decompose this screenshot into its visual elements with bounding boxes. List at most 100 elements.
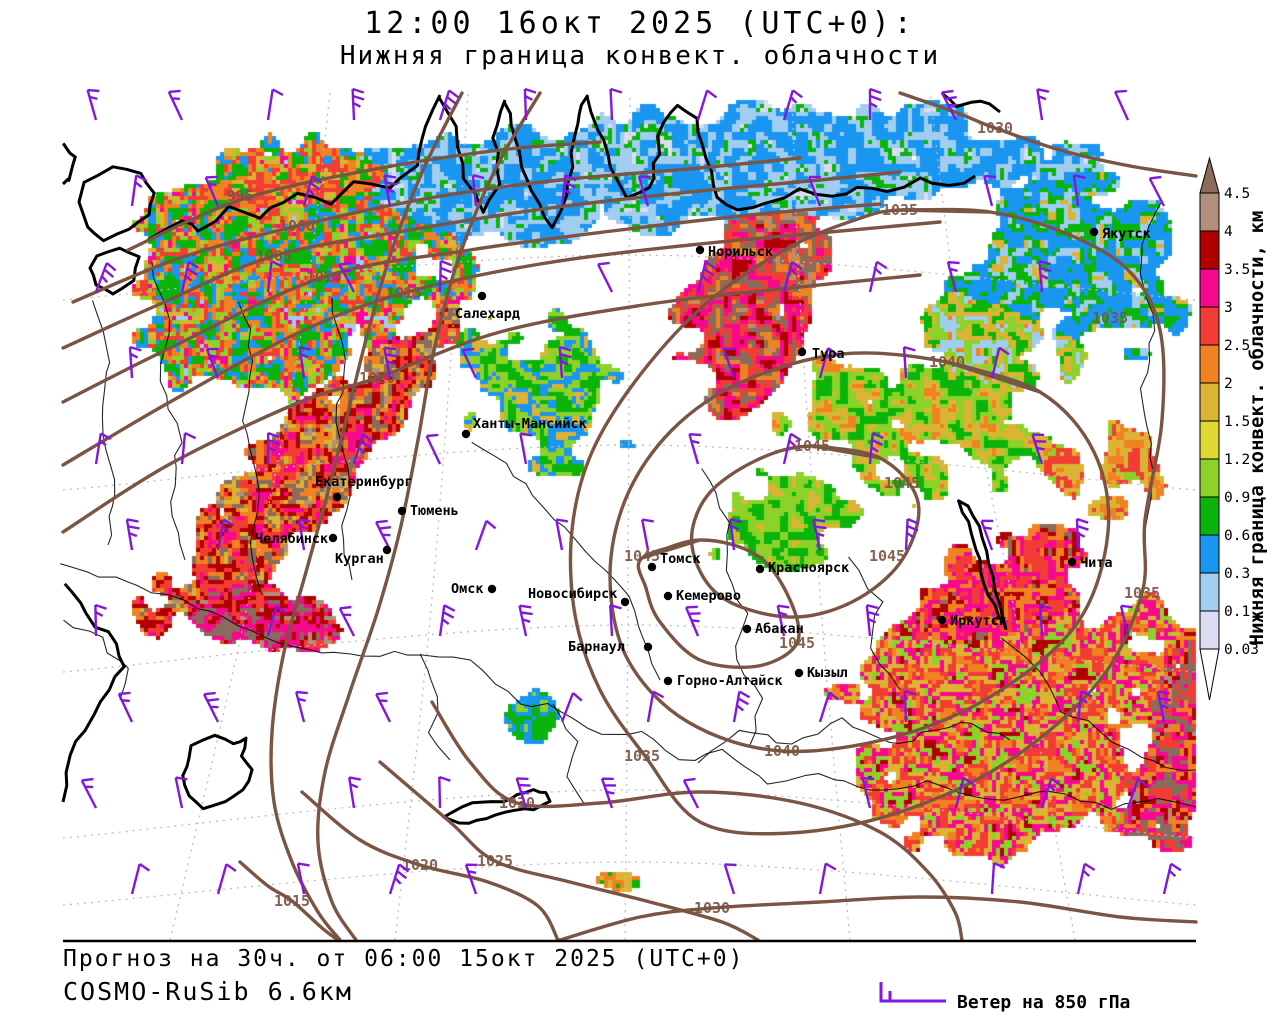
isobar-lines — [61, 91, 1198, 942]
city-dot — [397, 506, 407, 516]
colorbar-segment — [1199, 458, 1220, 498]
isobar-label: 1035 — [1092, 309, 1128, 327]
wind-barb — [266, 88, 284, 121]
graticule-line — [62, 254, 1197, 301]
city-label: Новосибирск — [528, 586, 617, 602]
city-label: Якутск — [1102, 226, 1151, 242]
border-line — [237, 301, 263, 596]
wind-barb — [94, 603, 107, 637]
wind-barb — [167, 89, 184, 121]
isobar-line — [316, 91, 542, 942]
isobar-label: 1045 — [779, 634, 815, 652]
city-label: Кызыл — [807, 665, 848, 681]
city-label: Ханты-Мансийск — [473, 416, 587, 432]
wind-barb — [266, 431, 280, 465]
wind-barb — [861, 776, 875, 809]
wind-barb — [868, 87, 882, 120]
wind-barb — [560, 174, 577, 207]
title-parameter: Нижняя граница конвект. облачности — [339, 41, 941, 71]
graticule-line — [624, 92, 631, 941]
wind-barb — [865, 604, 880, 637]
wind-barb — [646, 690, 665, 723]
wind-barb — [203, 691, 220, 723]
wind-barb — [1156, 690, 1172, 723]
wind-barb — [375, 519, 392, 551]
wind-barb — [471, 174, 485, 207]
wind-barb — [600, 777, 616, 809]
colorbar-tick-label: 3 — [1224, 300, 1233, 316]
colorbar-tick-label: 3.5 — [1224, 262, 1250, 278]
wind-barb — [86, 88, 100, 121]
colorbar-tick-label: 1.2 — [1224, 452, 1250, 468]
isobar-label: 1030 — [499, 794, 535, 812]
wind-barb — [990, 862, 1006, 895]
wind-barb — [637, 175, 651, 207]
lake-outline — [957, 499, 1008, 630]
lake-outline — [181, 733, 254, 811]
city-dot — [477, 291, 487, 301]
isobar-label: 1040 — [929, 353, 965, 371]
border-line — [1001, 637, 1197, 772]
wind-barb — [474, 519, 497, 551]
wind-barb — [425, 433, 442, 465]
border-line — [701, 468, 764, 746]
isobar-line — [898, 91, 1198, 178]
wind-barb — [696, 89, 718, 121]
city-dot — [755, 564, 765, 574]
city-markers: Якутск Норильск Салехард Тура Ханты-Мансийск… — [255, 226, 1151, 689]
border-line — [471, 441, 661, 681]
isobar-label: 1020 — [402, 856, 438, 874]
colorbar-tick-label: 4 — [1224, 224, 1233, 240]
wind-barb — [302, 175, 323, 207]
wind-barb — [904, 517, 919, 551]
border-line — [848, 556, 901, 691]
wind-barb — [205, 347, 220, 379]
isobar-line — [378, 760, 760, 942]
city-dot — [695, 245, 705, 255]
isobar-label: 1020 — [359, 369, 395, 387]
wind-barb — [438, 259, 453, 293]
colorbar-below-arrow — [1199, 648, 1220, 701]
wind-barb — [338, 605, 356, 637]
isobar-label: 1015 — [274, 892, 310, 910]
wind-barb — [954, 776, 974, 809]
wind-barb — [523, 87, 537, 121]
coastline — [61, 142, 77, 186]
wind-barb — [1162, 862, 1182, 895]
colorbar-segment — [1199, 610, 1220, 650]
wind-barb — [174, 776, 188, 809]
graticule-line — [62, 861, 1197, 906]
wind-barb — [128, 345, 142, 379]
wind-barb — [125, 518, 140, 551]
wind-barb — [1076, 690, 1093, 723]
city-dot — [663, 591, 673, 601]
coastline — [585, 96, 976, 212]
wind-barb — [818, 347, 839, 379]
graticule-line — [62, 789, 1197, 839]
colorbar-tick-label: 0.3 — [1224, 566, 1250, 582]
colorbar-segment — [1199, 192, 1220, 232]
colorbar: 4.5 4 3.5 3 2.5 2 1.5 1.2 0.9 0.6 0.3 0.1 0.03 — [1199, 156, 1259, 701]
wind-barb — [438, 89, 460, 121]
wind-barb — [1072, 174, 1086, 207]
wind-barb — [980, 519, 994, 551]
isobar-label: 1035 — [882, 201, 918, 219]
wind-barb — [515, 777, 531, 809]
border-line — [60, 563, 1197, 811]
colorbar-segment — [1199, 230, 1220, 270]
city-dot — [1067, 557, 1077, 567]
city-dot — [742, 624, 752, 634]
isobar-line — [126, 140, 602, 252]
colorbar-tick-label: 0.03 — [1224, 642, 1259, 658]
colorbar-tick-label: 0.6 — [1224, 528, 1250, 544]
city-dot — [643, 642, 653, 652]
city-label: Кемерово — [676, 588, 741, 604]
colorbar-tick-label: 0.1 — [1224, 604, 1250, 620]
wind-barb — [1075, 517, 1089, 551]
wind-barb — [204, 175, 220, 207]
colorbar-tick-label: 2 — [1224, 376, 1233, 392]
wind-barb — [818, 691, 840, 723]
isobar-line — [61, 202, 882, 404]
city-label: Барнаул — [568, 639, 625, 655]
wind-barb — [1038, 259, 1052, 293]
